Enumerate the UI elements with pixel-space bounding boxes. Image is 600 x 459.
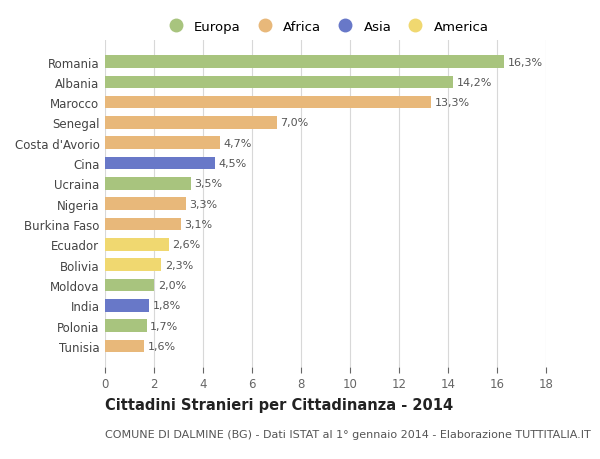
Text: 4,7%: 4,7% xyxy=(224,139,252,148)
Text: 2,6%: 2,6% xyxy=(172,240,200,250)
Bar xyxy=(105,279,154,291)
Text: 16,3%: 16,3% xyxy=(508,57,543,67)
Text: 2,3%: 2,3% xyxy=(165,260,193,270)
Bar xyxy=(105,239,169,251)
Bar xyxy=(105,198,186,211)
Bar xyxy=(105,117,277,129)
Text: Cittadini Stranieri per Cittadinanza - 2014: Cittadini Stranieri per Cittadinanza - 2… xyxy=(105,397,453,412)
Bar xyxy=(105,319,146,332)
Bar xyxy=(105,259,161,271)
Text: COMUNE DI DALMINE (BG) - Dati ISTAT al 1° gennaio 2014 - Elaborazione TUTTITALIA: COMUNE DI DALMINE (BG) - Dati ISTAT al 1… xyxy=(105,429,591,439)
Bar xyxy=(105,157,215,170)
Text: 3,5%: 3,5% xyxy=(194,179,223,189)
Legend: Europa, Africa, Asia, America: Europa, Africa, Asia, America xyxy=(157,15,494,39)
Bar xyxy=(105,218,181,231)
Bar xyxy=(105,299,149,312)
Text: 1,6%: 1,6% xyxy=(148,341,176,351)
Bar xyxy=(105,178,191,190)
Bar xyxy=(105,340,144,353)
Bar xyxy=(105,76,453,89)
Text: 13,3%: 13,3% xyxy=(434,98,470,108)
Text: 4,5%: 4,5% xyxy=(219,159,247,169)
Text: 3,3%: 3,3% xyxy=(190,199,218,209)
Text: 1,7%: 1,7% xyxy=(151,321,179,331)
Bar xyxy=(105,56,505,69)
Text: 14,2%: 14,2% xyxy=(457,78,492,88)
Text: 7,0%: 7,0% xyxy=(280,118,308,128)
Text: 2,0%: 2,0% xyxy=(158,280,186,290)
Text: 1,8%: 1,8% xyxy=(153,301,181,311)
Bar xyxy=(105,97,431,109)
Bar xyxy=(105,137,220,150)
Text: 3,1%: 3,1% xyxy=(185,219,213,230)
